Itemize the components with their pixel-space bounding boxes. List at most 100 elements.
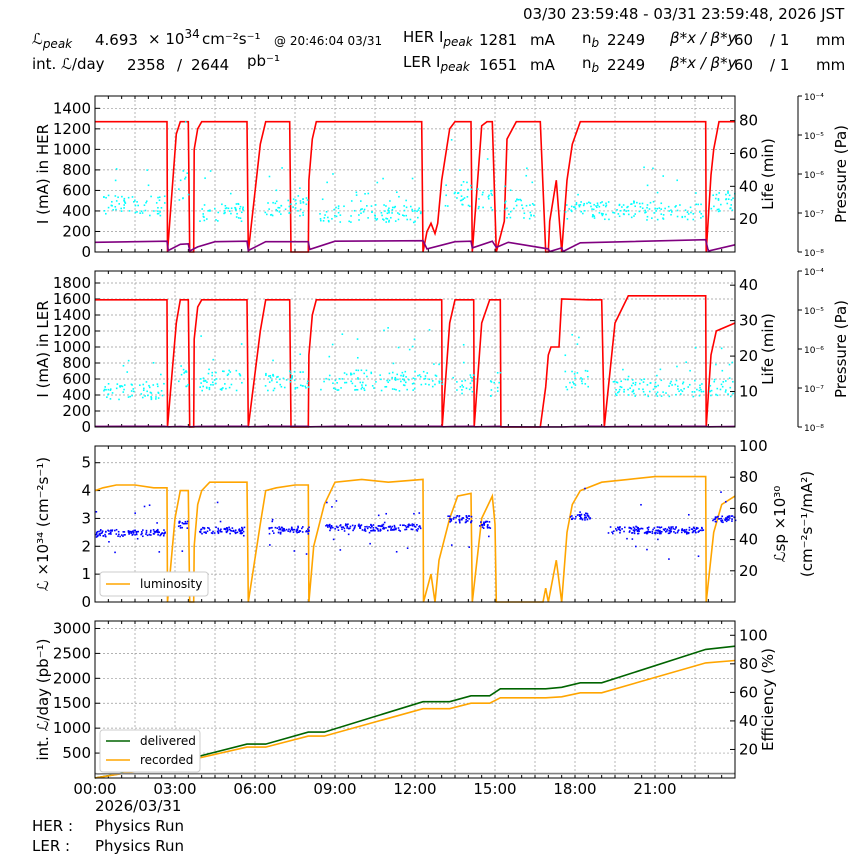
lifetime-point <box>664 207 666 210</box>
y-tick-label: 4 <box>81 482 91 500</box>
lifetime-point <box>564 354 567 357</box>
specific-lumi-point <box>684 531 686 534</box>
lifetime-point <box>593 215 596 218</box>
specific-lumi-point <box>571 515 573 517</box>
specific-lumi-point <box>695 528 697 530</box>
specific-lumi-point <box>95 536 98 538</box>
specific-lumi-point <box>370 525 373 528</box>
lifetime-point <box>145 201 147 204</box>
specific-lumi-point <box>676 531 679 534</box>
specific-lumi-point <box>280 526 283 529</box>
specific-lumi-point <box>243 526 246 529</box>
lifetime-point <box>629 387 631 390</box>
specific-lumi-point <box>379 530 381 532</box>
lifetime-point <box>509 210 512 213</box>
specific-lumi-point <box>240 529 242 532</box>
lifetime-point <box>297 195 300 197</box>
lifetime-point <box>647 395 650 398</box>
lifetime-point <box>466 196 469 198</box>
specific-lumi-point <box>449 518 452 521</box>
lifetime-point <box>630 384 633 387</box>
lifetime-point <box>713 378 716 381</box>
specific-lumi-point <box>115 533 118 535</box>
specific-lumi-point <box>481 526 484 528</box>
specific-lumi-point <box>668 529 670 532</box>
lifetime-point <box>299 353 302 356</box>
specific-lumi-point <box>686 531 688 534</box>
lifetime-point <box>391 376 393 379</box>
specific-lumi-point <box>482 527 485 529</box>
specific-lumi-point <box>683 530 686 532</box>
specific-lumi-point <box>153 533 155 535</box>
lifetime-point <box>605 213 607 216</box>
specific-lumi-point <box>156 531 158 533</box>
specific-lumi-point <box>447 515 449 517</box>
lpeak-symbol: ℒ <box>32 30 43 48</box>
lifetime-point <box>335 206 337 209</box>
lifetime-point <box>331 343 334 346</box>
specific-lumi-point <box>648 531 651 533</box>
lifetime-point <box>288 205 291 208</box>
specific-lumi-point <box>697 527 699 530</box>
lifetime-point <box>380 389 383 392</box>
lifetime-point <box>656 395 659 397</box>
lifetime-point <box>180 365 182 367</box>
specific-lumi-point <box>633 527 636 530</box>
ler-nb-label: nb <box>582 54 599 75</box>
lifetime-point <box>386 218 389 220</box>
lifetime-point <box>131 196 134 198</box>
lifetime-point <box>394 379 397 381</box>
lifetime-point <box>382 218 384 221</box>
specific-lumi-point <box>163 529 165 531</box>
lifetime-point <box>268 175 271 178</box>
lifetime-point <box>160 207 163 209</box>
lifetime-point <box>646 384 649 386</box>
specific-lumi-point <box>152 529 155 531</box>
lifetime-point <box>118 203 121 205</box>
lifetime-point <box>525 204 528 207</box>
lifetime-point <box>289 380 292 383</box>
lifetime-point <box>586 202 588 205</box>
intl-total: 2644 <box>191 56 230 74</box>
lpeak-unit: cm⁻²s⁻¹ <box>202 30 261 48</box>
lifetime-point <box>630 203 633 205</box>
lifetime-point <box>185 385 187 388</box>
specific-lumi-point <box>295 530 298 533</box>
lifetime-point <box>652 200 655 203</box>
y-axis-label: int. ℒ/day (pb⁻¹) <box>34 639 52 761</box>
lifetime-point <box>123 207 125 209</box>
lifetime-point <box>712 194 714 197</box>
lifetime-point <box>426 372 429 374</box>
specific-lumi-point <box>722 521 724 524</box>
lifetime-point <box>123 204 125 206</box>
ler-ipeak-label: LER Ipeak <box>403 53 470 74</box>
lifetime-point <box>105 196 107 199</box>
lifetime-point <box>105 212 107 215</box>
lifetime-point <box>462 198 464 201</box>
lifetime-point <box>323 380 325 383</box>
lifetime-point <box>224 383 226 385</box>
lifetime-point <box>114 179 117 182</box>
lifetime-point <box>403 214 405 217</box>
lifetime-point <box>571 333 573 336</box>
specific-lumi-point <box>344 523 347 525</box>
specific-lumi-point <box>670 526 673 528</box>
y-tick-label: 400 <box>62 386 91 404</box>
lifetime-point <box>394 376 397 379</box>
lifetime-point <box>345 373 348 376</box>
specific-lumi-point <box>725 518 728 521</box>
lifetime-point <box>469 382 472 385</box>
specific-lumi-point <box>270 527 272 529</box>
specific-lumi-point <box>368 531 371 534</box>
lifetime-point <box>403 205 405 207</box>
specific-lumi-point <box>179 527 182 529</box>
specific-lumi-point <box>411 523 414 525</box>
specific-lumi-point <box>347 527 350 530</box>
lifetime-point <box>627 378 629 381</box>
lifetime-point <box>578 336 580 339</box>
specific-lumi-point <box>119 535 121 538</box>
lifetime-point <box>418 207 421 210</box>
lifetime-point <box>662 175 665 177</box>
lifetime-point <box>617 213 620 215</box>
specific-lumi-point <box>361 529 364 531</box>
